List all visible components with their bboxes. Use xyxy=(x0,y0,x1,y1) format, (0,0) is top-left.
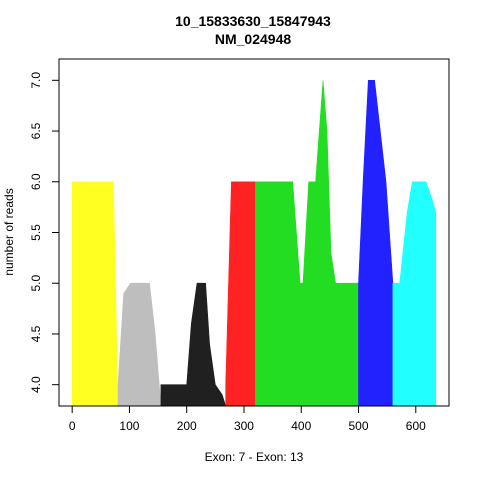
y-tick-label: 4.0 xyxy=(29,376,43,393)
x-tick-label: 200 xyxy=(177,419,197,433)
x-tick-label: 500 xyxy=(348,419,368,433)
x-tick-label: 0 xyxy=(69,419,76,433)
y-axis: 4.0 4.5 5.0 5.5 6.0 6.5 7.0 xyxy=(29,72,60,393)
exon-area-6 xyxy=(358,80,394,407)
exon-area-2 xyxy=(117,282,162,407)
x-tick-label: 400 xyxy=(291,419,311,433)
y-axis-label: number of reads xyxy=(2,188,16,275)
exon-area-3 xyxy=(160,282,227,407)
exon-area-5 xyxy=(255,80,359,407)
coverage-areas xyxy=(71,80,437,407)
y-tick-label: 5.5 xyxy=(29,224,43,241)
x-tick-label: 100 xyxy=(119,419,139,433)
exon-area-1 xyxy=(71,181,119,407)
y-tick-label: 4.5 xyxy=(29,325,43,342)
x-axis-label: Exon: 7 - Exon: 13 xyxy=(205,450,304,464)
exon-area-4 xyxy=(225,181,256,407)
y-tick-label: 6.5 xyxy=(29,122,43,139)
chart-title-line2: NM_024948 xyxy=(215,31,291,47)
y-tick-label: 5.0 xyxy=(29,275,43,292)
x-axis: 0 100 200 300 400 500 600 xyxy=(69,405,426,433)
chart-title-line1: 10_15833630_15847943 xyxy=(175,13,331,29)
y-tick-label: 7.0 xyxy=(29,72,43,89)
y-tick-label: 6.0 xyxy=(29,173,43,190)
x-tick-label: 300 xyxy=(234,419,254,433)
exon-area-7 xyxy=(392,181,437,407)
x-tick-label: 600 xyxy=(406,419,426,433)
